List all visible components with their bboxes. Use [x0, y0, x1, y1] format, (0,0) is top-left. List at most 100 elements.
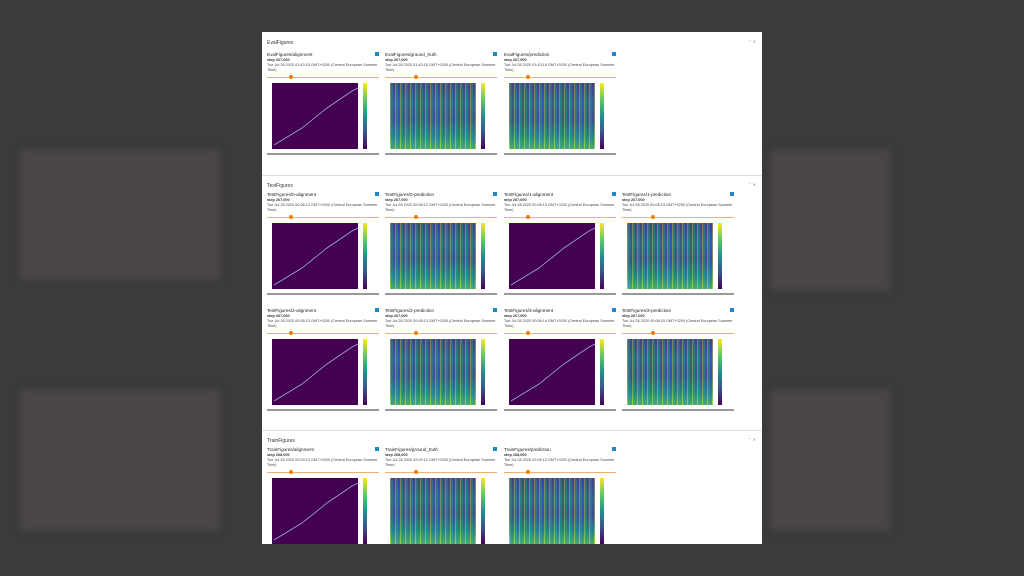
- step-slider[interactable]: [267, 77, 379, 78]
- colorbar: [363, 223, 367, 289]
- scrollbar[interactable]: [267, 293, 379, 295]
- card-icon[interactable]: [493, 447, 497, 451]
- colorbar: [481, 223, 485, 289]
- slider-knob[interactable]: [651, 331, 655, 335]
- card-title: TestFigures/2-alignment: [267, 308, 317, 313]
- card-icon[interactable]: [612, 447, 616, 451]
- card-title: TestFigures/3-prediction: [622, 308, 672, 313]
- slider-knob[interactable]: [289, 75, 293, 79]
- card-step: step 268,000: [504, 453, 527, 457]
- figure-image: [390, 478, 476, 544]
- card-title: TestFigures/1-prediction: [622, 192, 672, 197]
- card-icon[interactable]: [375, 447, 379, 451]
- colorbar: [600, 223, 604, 289]
- alignment-plot: [510, 227, 595, 286]
- colorbar: [481, 83, 485, 149]
- card-time: Tue Jul 28 2020 00:08:13 GMT+0200 (Centr…: [267, 319, 378, 328]
- image-card: TestFigures/3-prediction step 267,000 Tue …: [622, 308, 734, 414]
- card-title: TrainFigures/ground_truth: [385, 447, 438, 452]
- colorbar: [718, 339, 722, 405]
- slider-knob[interactable]: [289, 470, 293, 474]
- colorbar: [600, 339, 604, 405]
- card-icon[interactable]: [375, 192, 379, 196]
- step-slider[interactable]: [504, 77, 616, 78]
- slider-knob[interactable]: [414, 470, 418, 474]
- scrollbar[interactable]: [622, 293, 734, 295]
- step-slider[interactable]: [622, 217, 734, 218]
- slider-knob[interactable]: [414, 75, 418, 79]
- card-step: step 267,000: [385, 314, 408, 318]
- background-block: [20, 390, 220, 530]
- section-controls[interactable]: ⌃ ✕: [748, 39, 756, 44]
- card-icon[interactable]: [612, 192, 616, 196]
- card-icon[interactable]: [612, 52, 616, 56]
- colorbar: [600, 478, 604, 544]
- slider-knob[interactable]: [414, 215, 418, 219]
- card-icon[interactable]: [493, 52, 497, 56]
- scrollbar[interactable]: [385, 153, 497, 155]
- card-icon[interactable]: [612, 308, 616, 312]
- figure-image: [627, 223, 713, 289]
- background-block: [770, 390, 890, 530]
- scrollbar[interactable]: [504, 409, 616, 411]
- step-slider[interactable]: [504, 217, 616, 218]
- card-title: TestFigures/3-alignment: [504, 308, 554, 313]
- step-slider[interactable]: [385, 472, 497, 473]
- slider-knob[interactable]: [526, 331, 530, 335]
- card-time: Tue Jul 28 2020 00:08:12 GMT+0200 (Centr…: [267, 203, 378, 212]
- card-icon[interactable]: [375, 308, 379, 312]
- card-time: Tue Jul 28 2020 00:08:13 GMT+0200 (Centr…: [385, 319, 496, 328]
- card-icon[interactable]: [375, 52, 379, 56]
- alignment-path: [273, 482, 358, 541]
- alignment-path: [273, 343, 358, 402]
- scrollbar[interactable]: [267, 409, 379, 411]
- section-controls[interactable]: ⌃ ✕: [748, 437, 756, 442]
- card-time: Tue Jul 28 2020 00:08:13 GMT+0200 (Centr…: [504, 203, 615, 212]
- card-step: step 268,000: [267, 453, 290, 457]
- background-block: [770, 150, 890, 290]
- slider-knob[interactable]: [526, 470, 530, 474]
- card-icon[interactable]: [493, 192, 497, 196]
- figure-image: [272, 223, 358, 289]
- slider-knob[interactable]: [651, 215, 655, 219]
- card-step: step 267,000: [622, 198, 645, 202]
- alignment-plot: [273, 227, 358, 286]
- figure-image: [390, 339, 476, 405]
- card-time: Tue Jul 28 2020 02:09:12 GMT+0200 (Centr…: [504, 458, 615, 467]
- scrollbar[interactable]: [504, 153, 616, 155]
- step-slider[interactable]: [622, 333, 734, 334]
- step-slider[interactable]: [267, 472, 379, 473]
- card-icon[interactable]: [730, 308, 734, 312]
- slider-knob[interactable]: [289, 331, 293, 335]
- image-card: TestFigures/2-alignment step 267,000 Tue J…: [267, 308, 379, 414]
- step-slider[interactable]: [504, 333, 616, 334]
- figure-image: [272, 339, 358, 405]
- scrollbar[interactable]: [385, 409, 497, 411]
- image-card: TestFigures/1-prediction step 267,000 Tue …: [622, 192, 734, 298]
- image-card: TestFigures/3-alignment step 267,000 Tue J…: [504, 308, 616, 414]
- scrollbar[interactable]: [267, 153, 379, 155]
- step-slider[interactable]: [267, 217, 379, 218]
- image-card: TrainFigures/prediction step 268,000 Tue J…: [504, 447, 616, 544]
- slider-knob[interactable]: [414, 331, 418, 335]
- image-card: TestFigures/0-alignment step 267,000 Tue J…: [267, 192, 379, 298]
- slider-knob[interactable]: [526, 215, 530, 219]
- scrollbar[interactable]: [622, 409, 734, 411]
- step-slider[interactable]: [504, 472, 616, 473]
- slider-knob[interactable]: [526, 75, 530, 79]
- card-icon[interactable]: [730, 192, 734, 196]
- card-step: step 267,000: [267, 198, 290, 202]
- card-title: TestFigures/0-alignment: [267, 192, 317, 197]
- section-controls[interactable]: ⌃ ✕: [748, 182, 756, 187]
- scrollbar[interactable]: [385, 293, 497, 295]
- alignment-plot: [510, 343, 595, 402]
- scrollbar[interactable]: [504, 293, 616, 295]
- step-slider[interactable]: [385, 333, 497, 334]
- card-icon[interactable]: [493, 308, 497, 312]
- slider-knob[interactable]: [289, 215, 293, 219]
- step-slider[interactable]: [385, 217, 497, 218]
- alignment-path: [510, 343, 595, 402]
- step-slider[interactable]: [385, 77, 497, 78]
- card-time: Tue Jul 28 2020 01:43:15 GMT+0200 (Centr…: [385, 63, 496, 72]
- step-slider[interactable]: [267, 333, 379, 334]
